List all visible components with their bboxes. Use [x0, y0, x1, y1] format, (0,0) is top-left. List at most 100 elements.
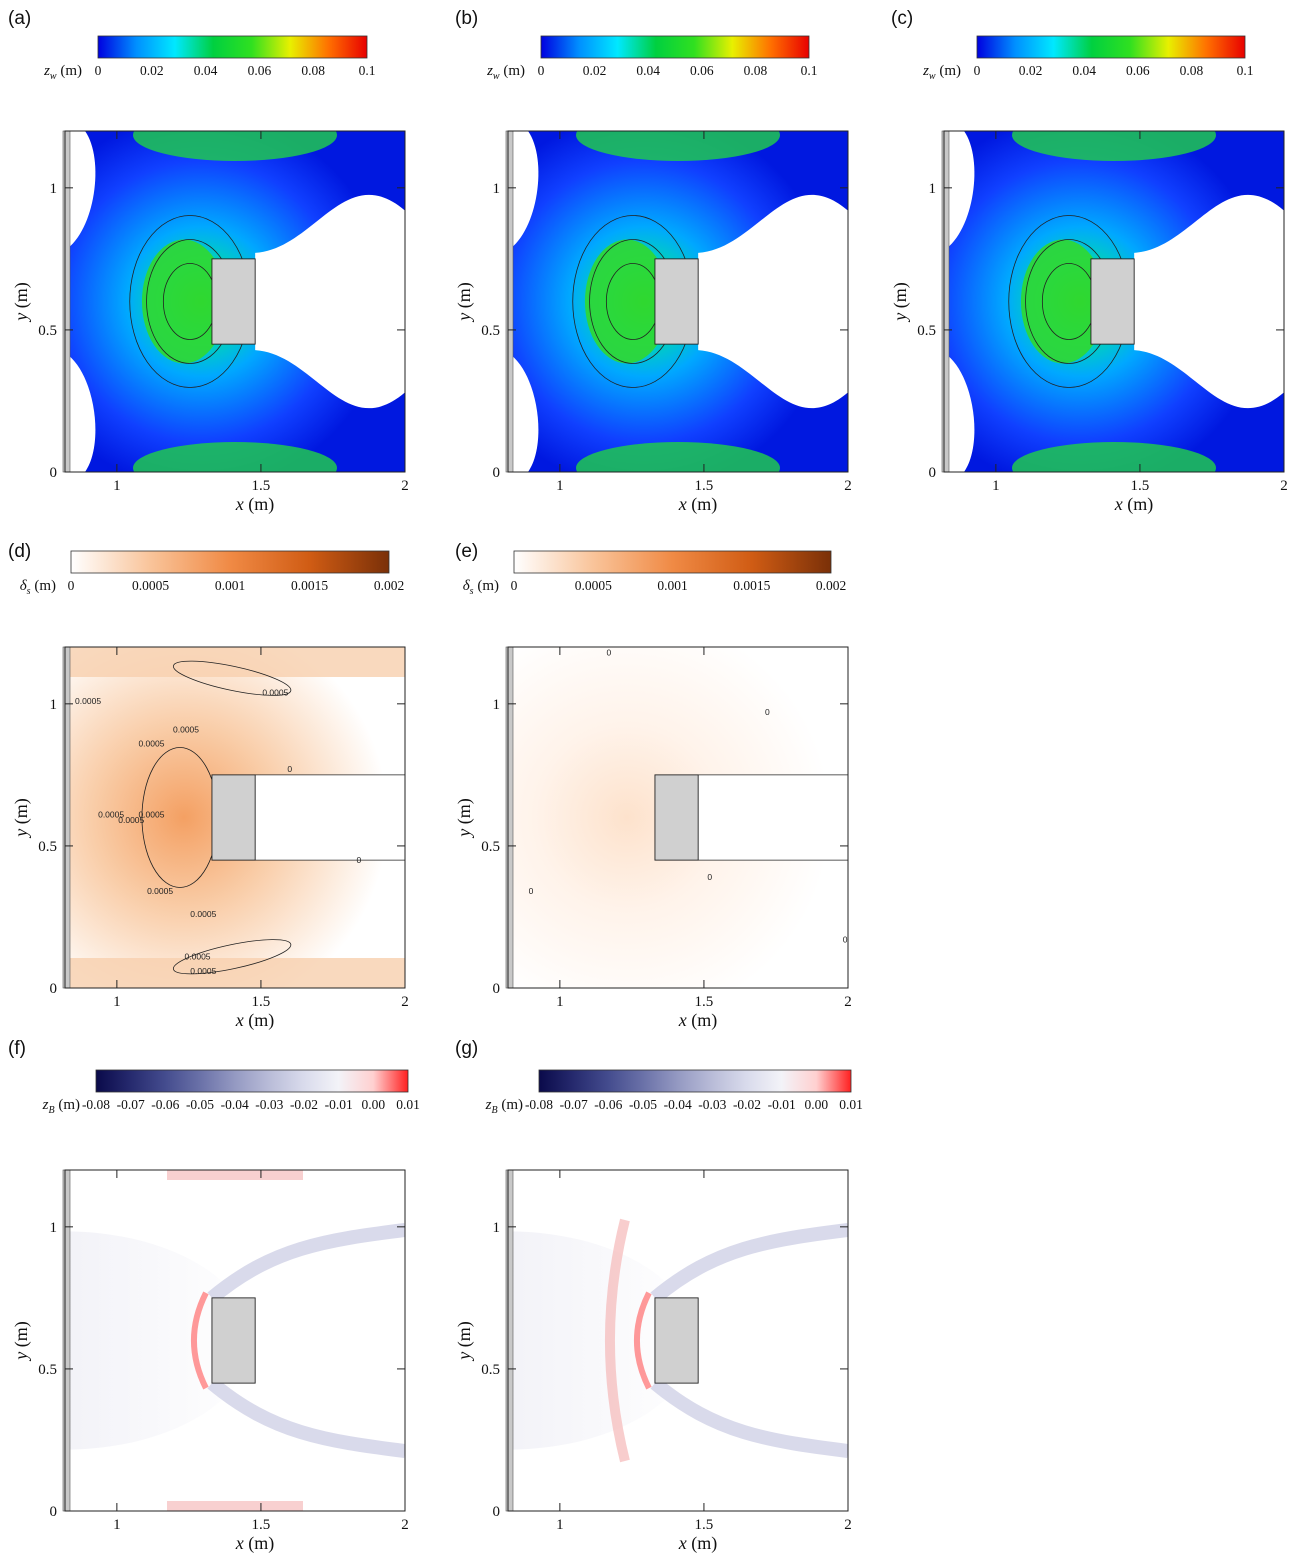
colorbar-tick-label: 0	[68, 578, 75, 593]
field-dry-corner	[508, 352, 539, 472]
x-tick-label: 1.5	[1131, 478, 1150, 494]
colorbar-tick-label: 0.002	[816, 578, 846, 593]
field-no-deposit	[255, 774, 405, 861]
field-dry-corner	[944, 352, 975, 472]
y-tick-label: 1	[50, 1220, 58, 1236]
y-tick-label: 1	[50, 181, 58, 197]
plot-frame	[943, 130, 1285, 473]
x-axis-label: x (m)	[235, 1010, 275, 1031]
field-no-deposit	[698, 774, 848, 861]
data-field	[944, 131, 1284, 472]
field-dry-corner	[65, 131, 96, 251]
field-dry-corner	[508, 131, 539, 251]
colorbar-tick-label: 0	[974, 63, 981, 78]
x-axis-label: x (m)	[1114, 494, 1154, 515]
y-axis-label: y (m)	[454, 1321, 475, 1362]
colorbar-tick-label: 0.1	[1237, 63, 1254, 78]
colorbar	[95, 1069, 409, 1093]
field-dry-corner	[65, 352, 96, 472]
field-high-bottom	[1012, 442, 1216, 472]
left-wall	[941, 130, 950, 473]
x-tick-label: 1.5	[695, 994, 714, 1010]
y-tick-label: 0.5	[38, 323, 57, 339]
colorbar-tick-label: 0.08	[301, 63, 325, 78]
contour-label: 0.0005	[138, 738, 164, 748]
field-deposition-front	[634, 1291, 652, 1390]
x-axis-label: x (m)	[678, 494, 718, 515]
panel-letter: (f)	[8, 1038, 26, 1059]
x-axis-label: x (m)	[235, 494, 275, 515]
y-tick-label: 0.5	[481, 1362, 500, 1378]
contour-label: 0.0005	[138, 810, 164, 820]
colorbar-tick-label: 0.08	[744, 63, 768, 78]
contour-label: 0	[287, 764, 292, 774]
left-wall	[505, 646, 514, 989]
plot-frame	[64, 130, 406, 473]
field-deposition-bottom	[167, 1501, 303, 1511]
left-wall	[62, 646, 71, 989]
field-deposit-bottom	[65, 958, 405, 988]
x-tick-label: 1	[556, 994, 564, 1010]
panel-c: (c) 0 0.02 0.04 0.06 0.08 0.1 zw (m) 1 1.5 2 0 0.5 1 x…	[890, 8, 1288, 515]
y-tick-label: 1	[493, 181, 501, 197]
x-tick-label: 2	[844, 994, 852, 1010]
contour-label: 0	[843, 935, 848, 945]
y-axis-label: y (m)	[11, 798, 32, 839]
colorbar	[513, 550, 832, 574]
contour-label: 0.0005	[190, 909, 216, 919]
colorbar-tick-label: -0.01	[325, 1097, 353, 1112]
field-scour-band	[650, 1377, 848, 1458]
field-deposit-top	[65, 647, 405, 677]
field-scour	[65, 1231, 252, 1450]
colorbar-tick-label: 0.08	[1180, 63, 1204, 78]
y-axis-label: y (m)	[454, 282, 475, 323]
colorbar-tick-label: 0.06	[248, 63, 272, 78]
colorbar-tick-label: -0.08	[525, 1097, 553, 1112]
colorbar-tick-label: -0.03	[698, 1097, 726, 1112]
y-tick-label: 0	[929, 465, 937, 481]
colorbar-label: zB (m)	[485, 1097, 523, 1116]
y-axis-label: y (m)	[454, 798, 475, 839]
panel-g: (g) -0.08 -0.07 -0.06 -0.05 -0.04 -0.03 -0.02 -0…	[454, 1038, 863, 1554]
panel-letter: (d)	[8, 541, 31, 562]
colorbar	[538, 1069, 852, 1093]
obstacle	[654, 1297, 699, 1384]
contour-label: 0.0005	[98, 810, 124, 820]
x-tick-label: 2	[844, 478, 852, 494]
contour-label: 0.0005	[173, 724, 199, 734]
panel-letter: (c)	[891, 8, 913, 29]
y-tick-label: 0	[493, 981, 501, 997]
contour-label: 0.0005	[75, 696, 101, 706]
field-dry-wake	[698, 194, 848, 409]
colorbar-tick-label: 0.01	[839, 1097, 863, 1112]
contour-line	[172, 939, 292, 975]
colorbar-label: zw (m)	[922, 63, 961, 82]
x-tick-label: 1.5	[252, 478, 271, 494]
left-wall	[505, 1169, 514, 1512]
y-axis-label: y (m)	[11, 1321, 32, 1362]
plot-frame	[507, 1169, 849, 1512]
obstacle	[654, 258, 699, 345]
y-tick-label: 0	[50, 1504, 58, 1520]
colorbar-tick-label: 0.04	[636, 63, 660, 78]
y-tick-label: 0.5	[481, 839, 500, 855]
colorbar-tick-label: 0.1	[801, 63, 818, 78]
colorbar-tick-label: -0.02	[733, 1097, 761, 1112]
field-scour-band	[650, 1223, 848, 1304]
y-axis-label: y (m)	[11, 282, 32, 323]
colorbar-tick-label: -0.04	[221, 1097, 249, 1112]
contour-label: 0.0005	[147, 886, 173, 896]
colorbar-tick-label: 0	[95, 63, 102, 78]
colorbar-tick-label: 0.02	[583, 63, 607, 78]
colorbar-tick-label: -0.06	[594, 1097, 622, 1112]
panel-letter: (e)	[455, 541, 478, 562]
colorbar-tick-label: 0.002	[374, 578, 404, 593]
colorbar	[97, 35, 368, 59]
left-wall	[505, 130, 514, 473]
contour-label: 0.0005	[185, 952, 211, 962]
colorbar-tick-label: -0.04	[664, 1097, 692, 1112]
x-tick-label: 1.5	[695, 478, 714, 494]
obstacle	[654, 774, 699, 861]
field-scour-band	[207, 1223, 405, 1304]
x-tick-label: 1	[113, 1517, 121, 1533]
